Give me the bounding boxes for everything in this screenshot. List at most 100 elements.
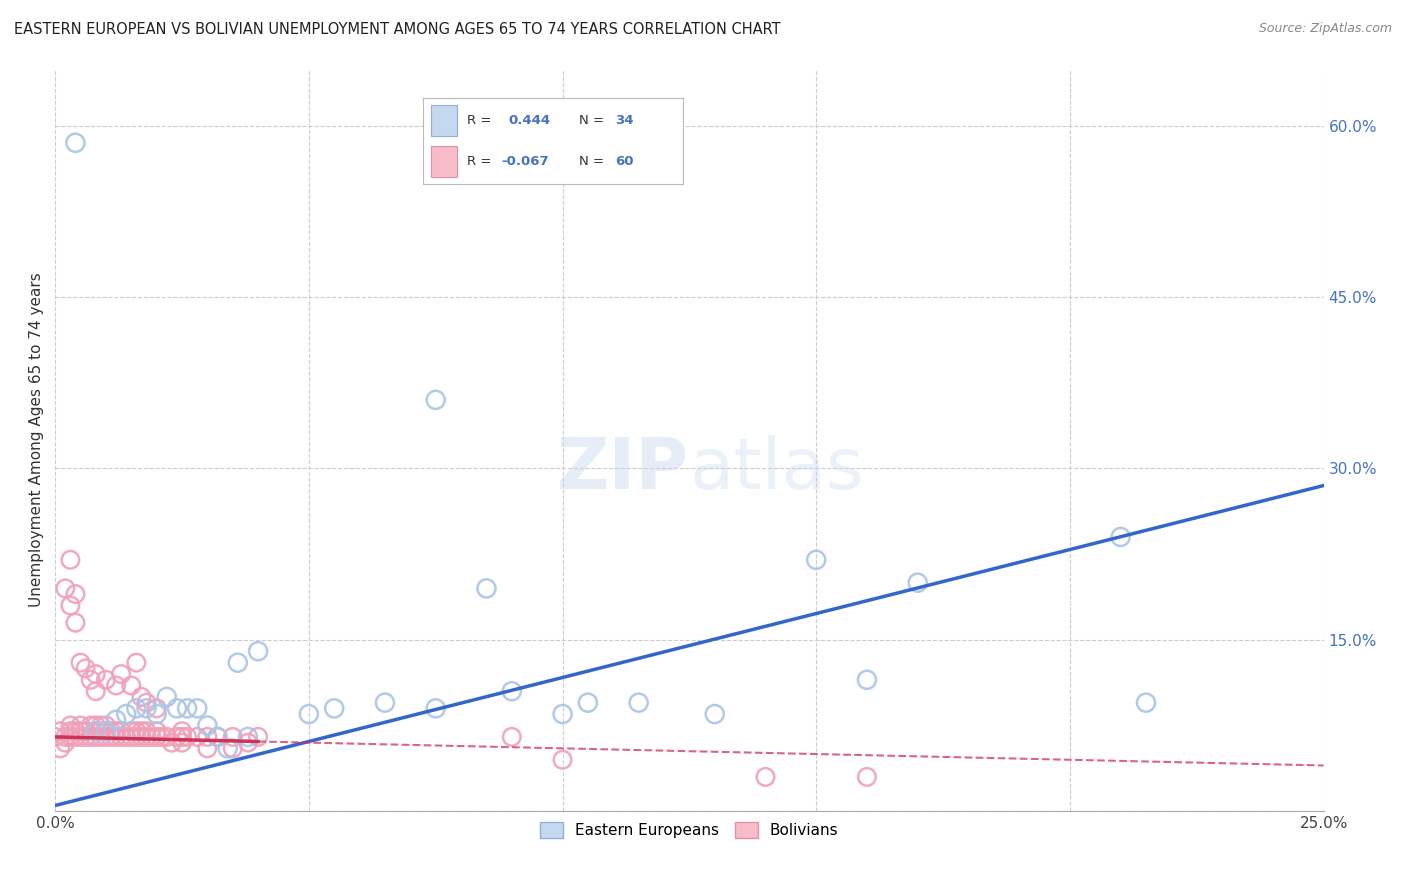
Point bbox=[131, 730, 153, 744]
Point bbox=[94, 673, 117, 687]
Point bbox=[75, 724, 97, 739]
Point bbox=[150, 730, 173, 744]
Point bbox=[49, 741, 72, 756]
Point bbox=[856, 673, 879, 687]
Point bbox=[105, 713, 128, 727]
Point bbox=[551, 753, 574, 767]
Point bbox=[120, 678, 142, 692]
Point bbox=[236, 730, 259, 744]
Point bbox=[374, 696, 396, 710]
Point bbox=[145, 701, 167, 715]
Point bbox=[65, 730, 87, 744]
Point bbox=[166, 730, 188, 744]
Point bbox=[576, 696, 599, 710]
Point bbox=[53, 730, 76, 744]
Point bbox=[79, 718, 101, 732]
Legend: Eastern Europeans, Bolivians: Eastern Europeans, Bolivians bbox=[534, 816, 845, 845]
Point bbox=[65, 615, 87, 630]
Text: atlas: atlas bbox=[689, 435, 863, 504]
Point bbox=[135, 696, 157, 710]
Point bbox=[53, 582, 76, 596]
Point bbox=[79, 673, 101, 687]
Point bbox=[222, 741, 245, 756]
Point bbox=[135, 701, 157, 715]
Point bbox=[247, 730, 270, 744]
Point bbox=[156, 690, 179, 704]
Point bbox=[298, 707, 321, 722]
Point bbox=[170, 724, 193, 739]
Point bbox=[141, 730, 163, 744]
Point bbox=[53, 736, 76, 750]
Point bbox=[110, 724, 132, 739]
Point bbox=[135, 724, 157, 739]
Point bbox=[425, 701, 447, 715]
Y-axis label: Unemployment Among Ages 65 to 74 years: Unemployment Among Ages 65 to 74 years bbox=[30, 272, 44, 607]
Point bbox=[69, 656, 91, 670]
Point bbox=[125, 656, 148, 670]
Point bbox=[75, 730, 97, 744]
Point bbox=[135, 730, 157, 744]
Point bbox=[217, 741, 239, 756]
Point bbox=[170, 736, 193, 750]
Point bbox=[120, 730, 142, 744]
Point bbox=[94, 724, 117, 739]
Point bbox=[166, 701, 188, 715]
Point bbox=[94, 730, 117, 744]
Point bbox=[1109, 530, 1132, 544]
Point bbox=[65, 136, 87, 150]
Point bbox=[131, 724, 153, 739]
Point bbox=[84, 667, 107, 681]
Point bbox=[90, 730, 112, 744]
Point bbox=[222, 730, 245, 744]
Point bbox=[176, 701, 198, 715]
Point bbox=[69, 730, 91, 744]
Point bbox=[501, 730, 523, 744]
Point bbox=[207, 730, 229, 744]
Point bbox=[59, 599, 82, 613]
Point bbox=[59, 724, 82, 739]
Point bbox=[226, 656, 249, 670]
Point bbox=[501, 684, 523, 698]
Point bbox=[856, 770, 879, 784]
Point bbox=[110, 667, 132, 681]
Point bbox=[195, 741, 218, 756]
Point bbox=[59, 730, 82, 744]
Point bbox=[236, 736, 259, 750]
Text: Source: ZipAtlas.com: Source: ZipAtlas.com bbox=[1258, 22, 1392, 36]
Point bbox=[125, 724, 148, 739]
Point bbox=[59, 553, 82, 567]
Point bbox=[69, 724, 91, 739]
Point bbox=[84, 724, 107, 739]
Point bbox=[120, 724, 142, 739]
Point bbox=[186, 730, 208, 744]
Point bbox=[195, 718, 218, 732]
Point bbox=[59, 718, 82, 732]
Point bbox=[551, 707, 574, 722]
Point bbox=[110, 730, 132, 744]
Point bbox=[49, 724, 72, 739]
Point bbox=[84, 730, 107, 744]
Point bbox=[176, 730, 198, 744]
Point bbox=[90, 718, 112, 732]
Point bbox=[79, 730, 101, 744]
Point bbox=[207, 730, 229, 744]
Text: EASTERN EUROPEAN VS BOLIVIAN UNEMPLOYMENT AMONG AGES 65 TO 74 YEARS CORRELATION : EASTERN EUROPEAN VS BOLIVIAN UNEMPLOYMEN… bbox=[14, 22, 780, 37]
Point bbox=[323, 701, 346, 715]
Point bbox=[84, 718, 107, 732]
Point bbox=[247, 644, 270, 658]
Point bbox=[100, 730, 122, 744]
Text: ZIP: ZIP bbox=[557, 435, 689, 504]
Point bbox=[425, 392, 447, 407]
Point bbox=[90, 724, 112, 739]
Point bbox=[907, 575, 929, 590]
Point bbox=[160, 736, 183, 750]
Point bbox=[754, 770, 776, 784]
Point bbox=[195, 730, 218, 744]
Point bbox=[170, 730, 193, 744]
Point bbox=[145, 707, 167, 722]
Point bbox=[145, 724, 167, 739]
Point bbox=[125, 701, 148, 715]
Point bbox=[65, 724, 87, 739]
Point bbox=[125, 730, 148, 744]
Point bbox=[627, 696, 650, 710]
